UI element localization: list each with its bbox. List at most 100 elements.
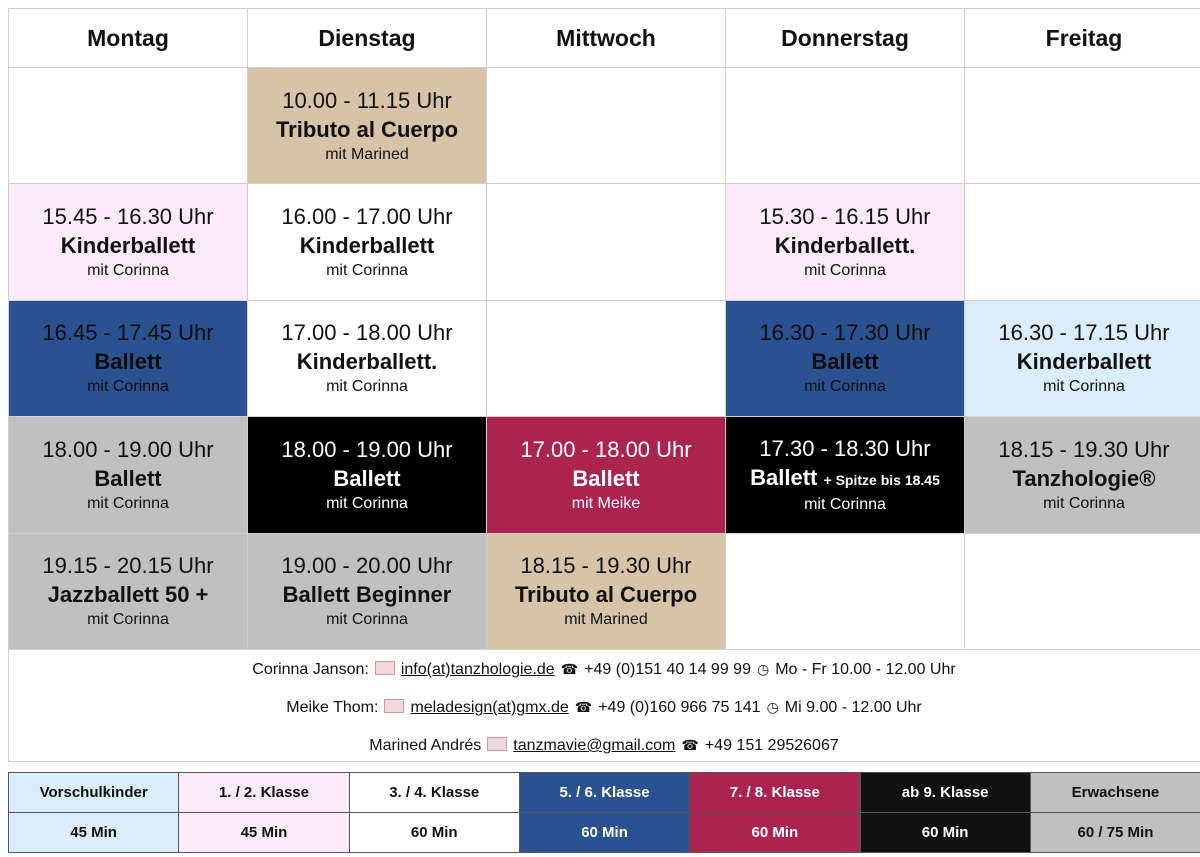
class-title: Ballett — [572, 465, 640, 491]
legend-duration-text: 60 / 75 Min — [1077, 824, 1154, 841]
contact-phone: +49 151 29526067 — [704, 737, 839, 754]
legend-label-text: Vorschulkinder — [39, 784, 148, 801]
class-title-line: Kinderballett — [1017, 347, 1151, 377]
class-teacher: mit Corinna — [87, 378, 169, 396]
class-teacher: mit Corinna — [804, 378, 886, 396]
schedule-cell: 16.45 - 17.45 Uhr Ballett mit Corinna — [8, 299, 248, 418]
class-teacher: mit Corinna — [804, 495, 886, 513]
class-time: 19.15 - 20.15 Uhr — [42, 553, 214, 579]
schedule-cell — [725, 67, 965, 185]
class-teacher: mit Corinna — [1043, 378, 1125, 396]
class-title: Ballett — [811, 349, 879, 375]
class-title-line: Kinderballett. — [775, 231, 916, 261]
contact-name: Corinna Janson: — [252, 661, 369, 678]
class-teacher: mit Corinna — [326, 494, 408, 512]
legend-label-text: 5. / 6. Klasse — [559, 784, 650, 801]
legend-label: Vorschulkinder — [8, 772, 180, 813]
class-teacher: mit Corinna — [326, 378, 408, 396]
schedule-cell: 19.15 - 20.15 Uhr Jazzballett 50 + mit Cor… — [8, 532, 248, 650]
class-title-line: Tributo al Cuerpo — [515, 580, 697, 610]
class-title-line: Kinderballett. — [297, 347, 438, 377]
class-time: 17.00 - 18.00 Uhr — [281, 320, 453, 346]
contact-email: meladesign(at)gmx.de — [410, 699, 569, 716]
class-time: 18.15 - 19.30 Uhr — [998, 436, 1170, 462]
legend-label-text: Erwachsene — [1071, 784, 1160, 801]
legend-label-text: 1. / 2. Klasse — [218, 784, 309, 801]
class-title: Kinderballett — [60, 233, 196, 259]
schedule-cell: 15.30 - 16.15 Uhr Kinderballett. mit Corin… — [725, 183, 965, 301]
class-title-line: Tanzhologie® — [1013, 464, 1156, 494]
class-time: 16.45 - 17.45 Uhr — [42, 320, 214, 346]
contact-phone: +49 (0)151 40 14 99 99 — [584, 661, 751, 678]
class-time: 10.00 - 11.15 Uhr — [282, 87, 452, 113]
contact-line: Marined Andrés tanzmavie@gmail.com ☎ +49 15… — [8, 736, 1200, 755]
class-title-line: Kinderballett — [61, 231, 195, 261]
class-title-line: Ballett Beginner — [283, 580, 452, 610]
class-title: Tributo al Cuerpo — [275, 116, 459, 142]
legend-duration-text: 60 Min — [581, 824, 628, 841]
schedule-cell: 17.00 - 18.00 Uhr Ballett mit Meike — [486, 416, 726, 534]
class-teacher: mit Corinna — [804, 262, 886, 280]
mail-icon — [384, 699, 405, 713]
class-title: Ballett — [750, 464, 818, 490]
schedule-cell: 18.00 - 19.00 Uhr Ballett mit Corinna — [8, 416, 248, 534]
class-teacher: mit Corinna — [326, 611, 408, 629]
schedule-cell: 16.30 - 17.15 Uhr Kinderballett mit Corinn… — [964, 299, 1200, 418]
class-title-line: Kinderballett — [300, 231, 434, 261]
schedule-cell: 15.45 - 16.30 Uhr Kinderballett mit Corinn… — [8, 183, 248, 301]
class-title-line: Tributo al Cuerpo — [276, 115, 458, 145]
class-time: 17.30 - 18.30 Uhr — [759, 435, 931, 461]
class-title: Ballett Beginner — [282, 582, 452, 608]
contact-hours: Mo - Fr 10.00 - 12.00 Uhr — [775, 661, 956, 678]
contact-line: Meike Thom: meladesign(at)gmx.de ☎ +49 (0)1… — [8, 698, 1200, 717]
class-title: Tanzhologie® — [1012, 465, 1156, 491]
clock-icon: ◷ — [766, 699, 779, 715]
class-title: Kinderballett. — [296, 349, 438, 375]
legend-duration: 60 Min — [518, 812, 691, 853]
legend-duration: 45 Min — [178, 812, 350, 853]
class-title: Jazzballett 50 + — [47, 582, 209, 608]
day-header: Dienstag — [247, 8, 487, 68]
day-name: Dienstag — [318, 24, 416, 51]
legend-duration: 60 Min — [348, 812, 520, 853]
legend-label: 3. / 4. Klasse — [348, 772, 520, 813]
class-teacher: mit Corinna — [87, 611, 169, 629]
class-teacher: mit Corinna — [87, 494, 169, 512]
day-name: Freitag — [1045, 24, 1123, 51]
legend-label: 5. / 6. Klasse — [518, 772, 691, 813]
mail-icon — [487, 737, 508, 751]
phone-icon: ☎ — [574, 699, 593, 715]
legend-duration: 60 Min — [859, 812, 1031, 853]
schedule-cell — [486, 299, 726, 418]
phone-icon: ☎ — [681, 737, 699, 753]
legend-duration: 60 Min — [689, 812, 861, 853]
mail-icon — [374, 661, 395, 675]
class-title-line: Ballett — [333, 464, 400, 494]
class-title-line: Ballett — [811, 347, 878, 377]
class-time: 15.30 - 16.15 Uhr — [759, 204, 931, 230]
class-title-line: Ballett + Spitze bis 18.45 — [750, 463, 940, 495]
class-teacher: mit Meike — [571, 494, 641, 512]
schedule-cell — [8, 67, 248, 185]
legend-label: 7. / 8. Klasse — [689, 772, 861, 813]
schedule-cell: 16.00 - 17.00 Uhr Kinderballett mit Corinn… — [247, 183, 487, 301]
class-title-line: Ballett — [572, 464, 639, 494]
contact-box — [8, 648, 1200, 762]
clock-icon: ◷ — [756, 661, 770, 677]
schedule-cell — [964, 183, 1200, 301]
class-title-line: Jazzballett 50 + — [48, 580, 209, 610]
day-name: Montag — [87, 24, 169, 51]
legend-label: ab 9. Klasse — [859, 772, 1031, 813]
schedule-cell: 19.00 - 20.00 Uhr Ballett Beginner mit Cor… — [247, 532, 487, 650]
schedule-cell — [725, 532, 965, 650]
class-title: Tributo al Cuerpo — [514, 582, 698, 608]
class-teacher: mit Marined — [325, 145, 409, 163]
legend-label: Erwachsene — [1029, 772, 1200, 813]
class-title: Kinderballett — [1016, 349, 1152, 375]
day-header: Montag — [8, 8, 248, 68]
class-time: 18.00 - 19.00 Uhr — [281, 436, 453, 462]
class-title: Ballett — [94, 349, 162, 375]
contact-name: Meike Thom: — [286, 699, 379, 716]
contact-name: Marined Andrés — [369, 737, 482, 754]
day-header: Donnerstag — [725, 8, 965, 68]
